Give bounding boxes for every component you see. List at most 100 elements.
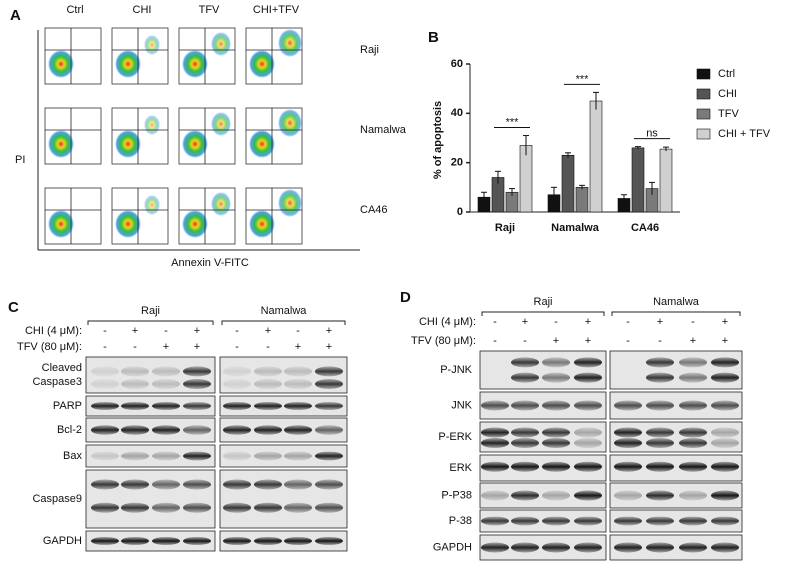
treatment-sign: + (722, 335, 728, 347)
bar (561, 154, 575, 213)
treatment-sign: + (194, 325, 200, 337)
blot-band (646, 461, 674, 472)
blot-band (542, 516, 570, 526)
group-bracket (611, 311, 741, 316)
blot-band (542, 372, 570, 383)
blot-band (152, 479, 180, 490)
blot-frame (219, 469, 348, 529)
blot-band (223, 479, 251, 490)
blot-band (711, 490, 739, 501)
blot-band (121, 537, 149, 545)
treatment-label: TFV (80 μM): (411, 335, 476, 347)
blot-band (646, 542, 674, 553)
treatment-sign: + (132, 325, 138, 337)
protein-label: ERK (449, 462, 472, 474)
blot-band (223, 451, 251, 461)
treatment-sign: - (658, 335, 662, 347)
blot-band (481, 490, 509, 501)
blot-band (481, 461, 509, 472)
panel-label: A (10, 7, 21, 24)
blot-band (315, 366, 343, 377)
treatment-label: CHI (4 μM): (419, 316, 476, 328)
blot-band (574, 400, 602, 411)
treatment-sign: + (657, 316, 663, 328)
blot-band (254, 402, 282, 410)
blot-band (542, 400, 570, 411)
bar (519, 145, 533, 213)
bar (589, 100, 603, 213)
flow-population (278, 29, 302, 57)
blot-band (614, 427, 642, 438)
blot-band (711, 516, 739, 526)
flow-population (48, 210, 74, 238)
blot-band (223, 366, 251, 377)
blot-band (511, 461, 539, 472)
blot-band (121, 366, 149, 377)
blot-band (679, 490, 707, 501)
blot-band (183, 537, 211, 545)
blot-band (183, 402, 211, 410)
bar (659, 148, 673, 213)
blot-band (121, 502, 149, 513)
flow-population (182, 130, 208, 158)
blot-band (646, 357, 674, 368)
protein-label: P-P38 (441, 489, 472, 501)
blot-band (152, 425, 180, 435)
flow-population (211, 112, 231, 136)
blot-band (481, 438, 509, 448)
flow-population (278, 189, 302, 217)
y-label: PI (15, 154, 25, 166)
blot-band (284, 451, 312, 461)
protein-label: JNK (451, 399, 472, 411)
blot-band (574, 427, 602, 438)
flow-population (278, 109, 302, 137)
treatment-sign: - (554, 316, 558, 328)
blot-band (679, 542, 707, 553)
bar (631, 147, 645, 213)
panel-label: D (400, 289, 411, 306)
blot-band (183, 366, 211, 377)
flow-population (182, 50, 208, 78)
blot-frame (85, 469, 216, 529)
flow-population (115, 210, 141, 238)
blot-band (481, 400, 509, 411)
protein-label: PARP (53, 400, 82, 412)
treatment-sign: - (235, 325, 239, 337)
blot-band (121, 451, 149, 461)
treatment-sign: + (265, 325, 271, 337)
blot-band (542, 438, 570, 448)
blot-band (711, 372, 739, 383)
blot-band (511, 357, 539, 368)
blot-band (183, 425, 211, 435)
blot-band (223, 502, 251, 513)
blot-frame (85, 530, 216, 552)
blot-band (121, 402, 149, 410)
treatment-sign: + (522, 316, 528, 328)
blot-band (152, 379, 180, 389)
legend-label: Ctrl (718, 68, 735, 80)
treatment-sign: - (626, 335, 630, 347)
blot-band (91, 502, 119, 513)
blot-band (511, 516, 539, 526)
blot-band (284, 425, 312, 435)
blot-band (183, 451, 211, 461)
blot-frame (219, 395, 348, 417)
protein-label: P-ERK (438, 431, 472, 443)
blot-band (542, 357, 570, 368)
blot-band (223, 425, 251, 435)
blot-band (223, 379, 251, 389)
y-tick-label: 0 (457, 206, 463, 218)
significance: ns (646, 128, 658, 140)
blot-band (646, 427, 674, 438)
blot-band (646, 372, 674, 383)
x-tick-label: Raji (495, 222, 515, 234)
legend-swatch (696, 108, 711, 120)
blot-band (679, 400, 707, 411)
blot-band (284, 402, 312, 410)
y-tick-label: 40 (451, 107, 463, 119)
legend-swatch (696, 88, 711, 100)
legend-swatch (696, 68, 711, 80)
blot-band (481, 542, 509, 553)
blot-band (91, 379, 119, 389)
blot-band (574, 516, 602, 526)
